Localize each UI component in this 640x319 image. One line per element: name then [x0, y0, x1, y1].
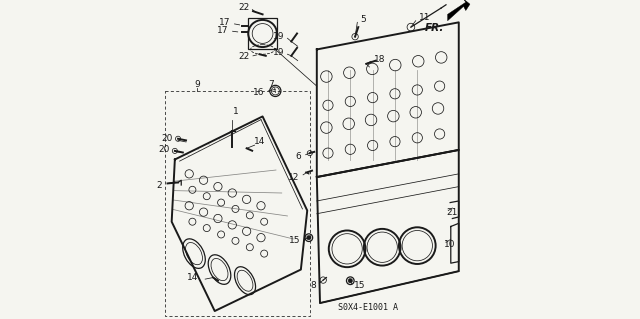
Text: 10: 10 [444, 240, 455, 249]
Text: 11: 11 [419, 13, 430, 22]
Text: 6: 6 [296, 152, 301, 161]
Polygon shape [447, 0, 470, 21]
Text: 20: 20 [158, 145, 170, 154]
Text: 20: 20 [161, 134, 173, 143]
Text: 8: 8 [310, 281, 316, 290]
Circle shape [307, 235, 311, 240]
Text: 9: 9 [195, 80, 200, 89]
Text: 16: 16 [253, 88, 264, 97]
Text: 15: 15 [289, 236, 300, 245]
Text: 14: 14 [254, 137, 266, 146]
Text: 7: 7 [268, 80, 274, 89]
Text: 19: 19 [273, 32, 284, 41]
Text: 18: 18 [374, 55, 386, 63]
Bar [248, 18, 277, 49]
Text: 22: 22 [238, 52, 249, 61]
Circle shape [348, 278, 353, 283]
Text: 1: 1 [233, 107, 239, 116]
Text: 17: 17 [216, 26, 228, 35]
Text: S0X4-E1001 A: S0X4-E1001 A [338, 303, 398, 312]
Text: 5: 5 [360, 15, 365, 24]
Text: 14: 14 [188, 273, 199, 282]
Text: 22: 22 [238, 3, 249, 11]
Text: 17: 17 [218, 19, 230, 27]
Text: 19: 19 [273, 48, 284, 57]
Text: 2: 2 [156, 181, 162, 189]
Text: 12: 12 [288, 173, 300, 182]
Text: 21: 21 [446, 208, 458, 217]
Text: FR.: FR. [424, 23, 444, 33]
Text: 15: 15 [355, 281, 366, 290]
